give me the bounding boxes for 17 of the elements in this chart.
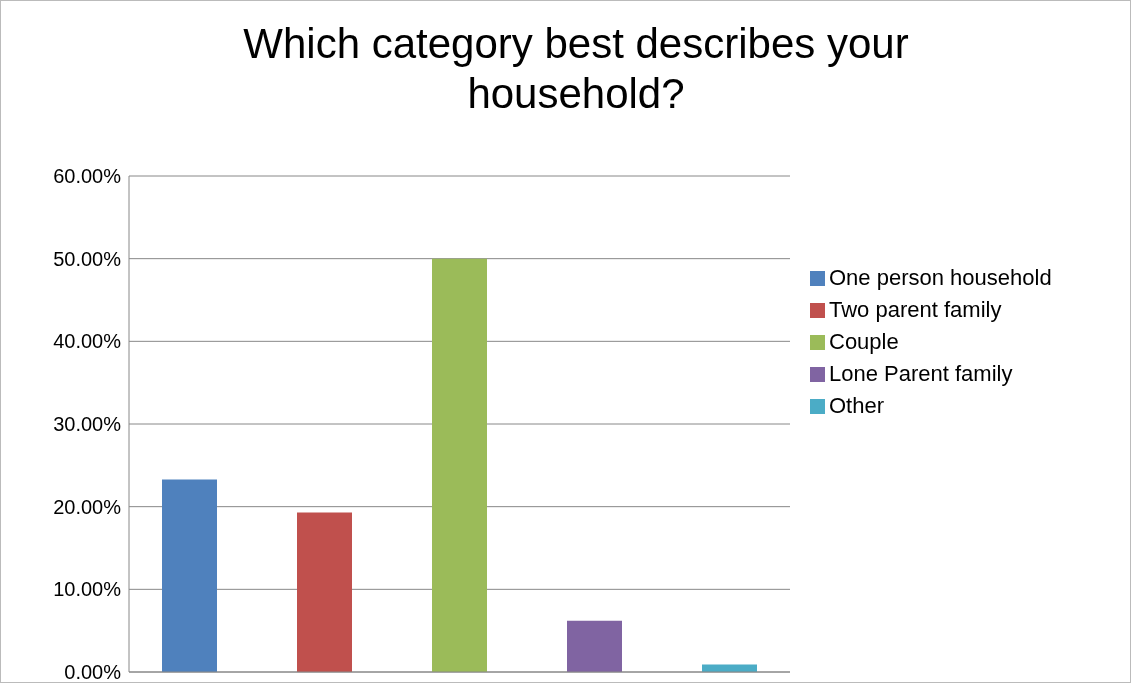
y-tick-label: 20.00% <box>53 495 122 518</box>
chart-title: Which category best describes your household? <box>242 19 910 119</box>
legend-label: Other <box>829 392 885 418</box>
legend-label: Lone Parent family <box>829 360 1013 386</box>
bar <box>162 479 217 672</box>
y-tick-label: 30.00% <box>53 413 122 436</box>
y-tick-label: 10.00% <box>53 578 122 601</box>
bar <box>432 258 487 672</box>
y-tick-label: 60.00% <box>53 165 122 188</box>
y-tick-label: 50.00% <box>53 247 122 270</box>
bar <box>297 512 352 672</box>
y-tick-label: 0.00% <box>64 661 122 683</box>
legend-label: One person household <box>829 264 1052 290</box>
legend-label: Couple <box>829 328 899 354</box>
y-tick-label: 40.00% <box>53 330 122 353</box>
legend-label: Two parent family <box>829 296 1002 322</box>
bar <box>567 620 622 672</box>
